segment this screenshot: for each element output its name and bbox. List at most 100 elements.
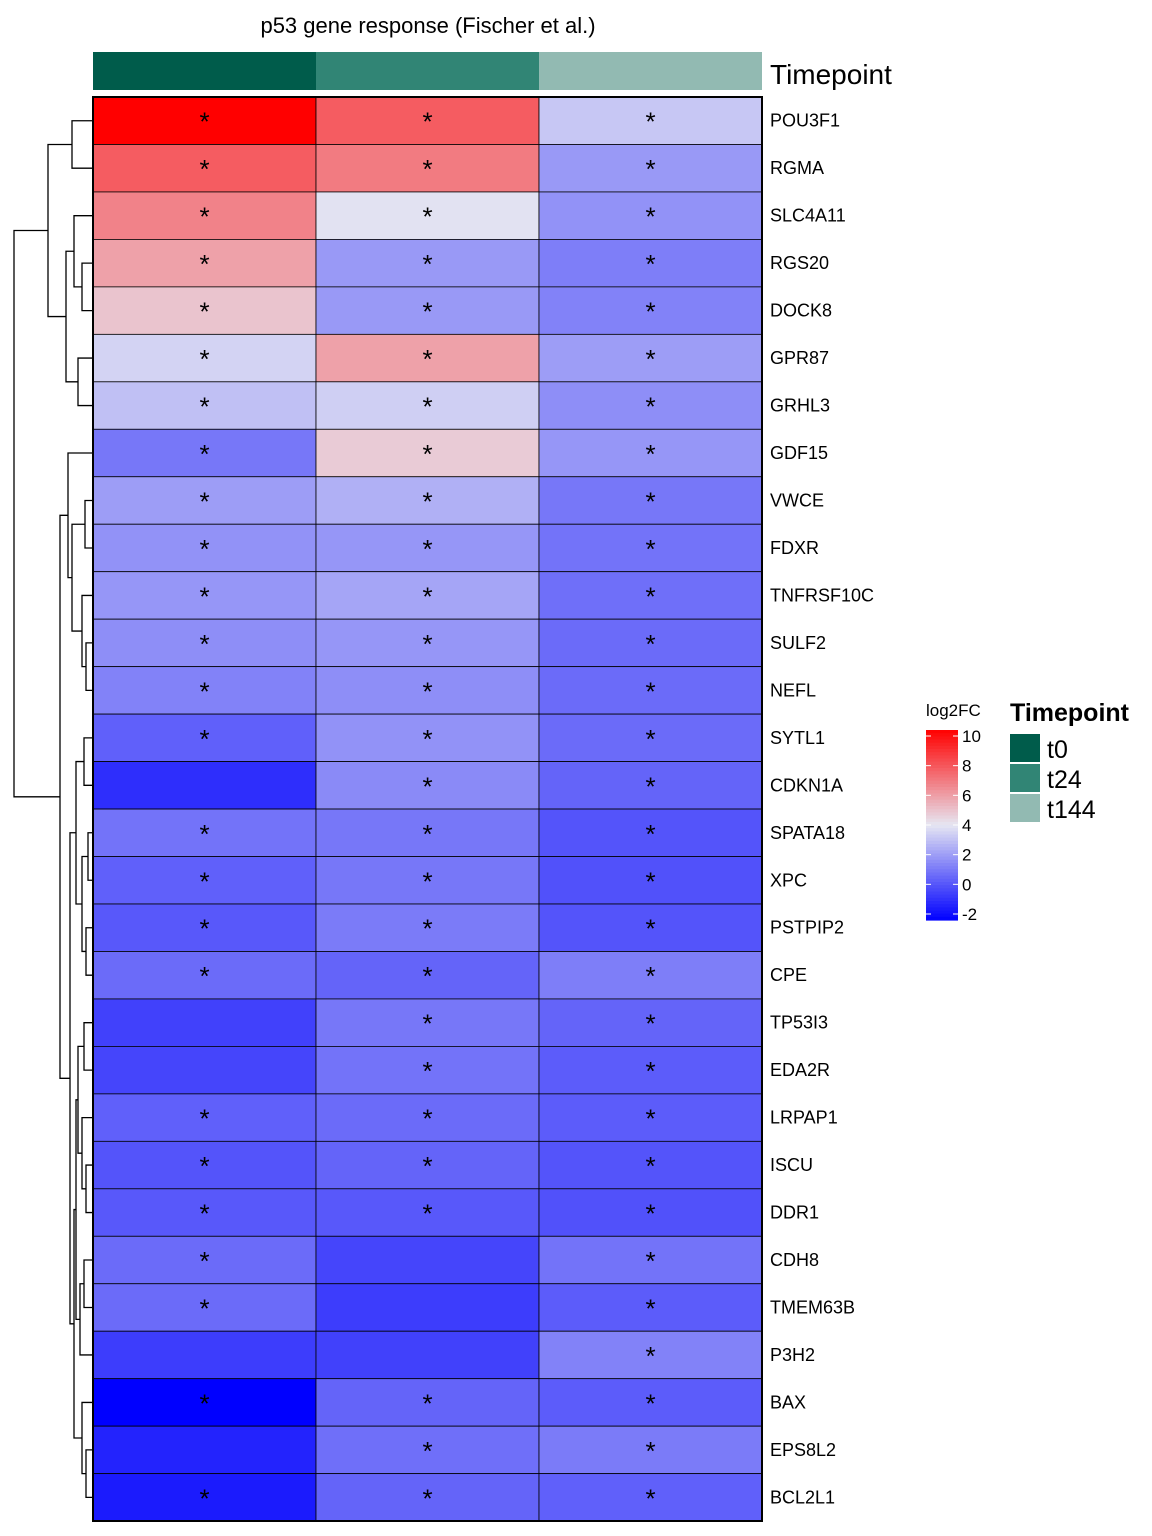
row-label-GDF15: GDF15 bbox=[770, 443, 828, 463]
dendrogram-branch bbox=[69, 832, 76, 1325]
significance-mark: * bbox=[422, 914, 432, 944]
legend-ramp-band bbox=[926, 806, 958, 810]
row-label-DOCK8: DOCK8 bbox=[770, 301, 832, 321]
heatmap-cell-SULF2-t24 bbox=[315, 618, 540, 668]
dendrogram-branch bbox=[81, 262, 92, 312]
significance-mark: * bbox=[422, 1151, 432, 1181]
legend-ramp-band bbox=[926, 907, 958, 912]
legend-ramp-band bbox=[926, 733, 958, 737]
heatmap-cell-NEFL-t144 bbox=[538, 666, 763, 715]
significance-mark: * bbox=[199, 107, 209, 137]
significance-mark: * bbox=[199, 676, 209, 706]
significance-mark: * bbox=[645, 1104, 655, 1134]
heatmap-cell-EPS8L2-t0 bbox=[92, 1425, 317, 1475]
dendrogram-branch bbox=[84, 499, 92, 549]
legend-ramp-band bbox=[926, 745, 958, 750]
row-label-PSTPIP2: PSTPIP2 bbox=[770, 918, 844, 938]
row-label-TP53I3: TP53I3 bbox=[770, 1013, 828, 1033]
heatmap-cell-SLC4A11-t24 bbox=[315, 191, 540, 240]
heatmap-cell-NEFL-t24 bbox=[315, 666, 540, 715]
row-label-SYTL1: SYTL1 bbox=[770, 728, 825, 748]
legend-ramp-band bbox=[926, 812, 958, 817]
timepoint-label-t0: t0 bbox=[1047, 736, 1068, 764]
significance-mark: * bbox=[645, 629, 655, 659]
legend-ramp-band bbox=[926, 859, 958, 864]
row-dendrogram bbox=[13, 120, 92, 1499]
row-label-CDKN1A: CDKN1A bbox=[770, 775, 843, 795]
dendrogram-branch bbox=[81, 855, 88, 953]
legend-ramp-band bbox=[926, 736, 958, 741]
row-label-CDH8: CDH8 bbox=[770, 1250, 819, 1270]
heatmap-cell-BCL2L1-t24 bbox=[315, 1473, 540, 1522]
significance-mark: * bbox=[199, 392, 209, 422]
legend-tick-label: 10 bbox=[962, 727, 981, 746]
significance-mark: * bbox=[199, 724, 209, 754]
heatmap-cell-GPR87-t24 bbox=[315, 333, 540, 383]
legend-ramp-band bbox=[926, 853, 958, 858]
dendrogram-branch bbox=[85, 1449, 92, 1499]
log2fc-legend: log2FC 10 8 6 4 2 0 -2 bbox=[926, 701, 981, 924]
significance-mark: * bbox=[645, 154, 655, 184]
legend-ramp-band bbox=[926, 891, 958, 896]
significance-mark: * bbox=[645, 1151, 655, 1181]
dendrogram-branch bbox=[81, 1116, 92, 1190]
legend-ramp-band bbox=[926, 872, 958, 877]
heatmap-cell-GRHL3-t0 bbox=[92, 381, 317, 430]
heatmap-cell-XPC-t0 bbox=[92, 856, 317, 905]
dendrogram-branch bbox=[75, 760, 84, 905]
log2fc-tick-labels: 10 8 6 4 2 0 -2 bbox=[926, 727, 981, 924]
heatmap-cell-GRHL3-t24 bbox=[315, 381, 540, 430]
heatmap-cell-FDXR-t24 bbox=[315, 523, 540, 573]
annotation-cell-t144 bbox=[539, 52, 762, 90]
legend-ramp-band bbox=[926, 818, 958, 823]
dendrogram-branch bbox=[85, 927, 92, 976]
legend-ramp-band bbox=[926, 847, 958, 851]
legend-ramp-band bbox=[926, 749, 958, 753]
row-label-EDA2R: EDA2R bbox=[770, 1060, 830, 1080]
heatmap-cell-RGMA-t24 bbox=[315, 144, 540, 193]
significance-mark: * bbox=[645, 961, 655, 991]
row-label-LRPAP1: LRPAP1 bbox=[770, 1108, 838, 1128]
significance-mark: * bbox=[645, 1388, 655, 1418]
heatmap-cell-XPC-t24 bbox=[315, 856, 540, 905]
legend-ramp-band bbox=[926, 761, 958, 766]
heatmap-cell-RGS20-t0 bbox=[92, 239, 317, 288]
heatmap-cell-SPATA18-t0 bbox=[92, 808, 317, 857]
legend-tick-label: 2 bbox=[962, 846, 971, 865]
significance-mark: * bbox=[199, 819, 209, 849]
legend-ramp-band bbox=[926, 844, 958, 848]
dendrogram-branch bbox=[81, 1401, 92, 1475]
heatmap-cell-CPE-t24 bbox=[315, 951, 540, 1000]
significance-mark: * bbox=[199, 439, 209, 469]
significance-mark: * bbox=[199, 1388, 209, 1418]
significance-mark: * bbox=[645, 392, 655, 422]
heatmap-cell-SPATA18-t24 bbox=[315, 808, 540, 857]
heatmap-cell-P3H2-t0 bbox=[92, 1330, 317, 1380]
significance-mark: * bbox=[645, 534, 655, 564]
significance-mark: * bbox=[199, 344, 209, 374]
legend-ramp-band bbox=[926, 856, 958, 861]
legend-ramp-band bbox=[926, 901, 958, 905]
heatmap-cells: * * * * * * * * * * * * * * * * * * * * * * * * * * * * * * * * * * * * * * * *… bbox=[92, 96, 763, 1522]
significance-mark: * bbox=[645, 1483, 655, 1513]
legend-ramp-band bbox=[926, 840, 958, 845]
dendrogram-branch bbox=[73, 1208, 82, 1439]
significance-mark: * bbox=[422, 392, 432, 422]
legend-ramp-band bbox=[926, 790, 958, 794]
dendrogram-branch bbox=[83, 1259, 92, 1309]
significance-mark: * bbox=[199, 629, 209, 659]
significance-mark: * bbox=[199, 486, 209, 516]
legend-ramp-band bbox=[926, 882, 958, 886]
log2fc-legend-title: log2FC bbox=[926, 701, 981, 720]
legend-tick-label: 6 bbox=[962, 786, 971, 805]
dendrogram-branch bbox=[65, 250, 78, 383]
legend-ramp-band bbox=[926, 850, 958, 855]
legend-ramp-band bbox=[926, 768, 958, 772]
heatmap-cell-CDKN1A-t24 bbox=[315, 761, 540, 810]
heatmap-cell-EDA2R-t24 bbox=[315, 1046, 540, 1095]
heatmap-cell-GDF15-t0 bbox=[92, 428, 317, 478]
heatmap-cell-BCL2L1-t144 bbox=[538, 1473, 763, 1522]
row-label-XPC: XPC bbox=[770, 870, 807, 890]
dendrogram-branch bbox=[83, 737, 92, 786]
